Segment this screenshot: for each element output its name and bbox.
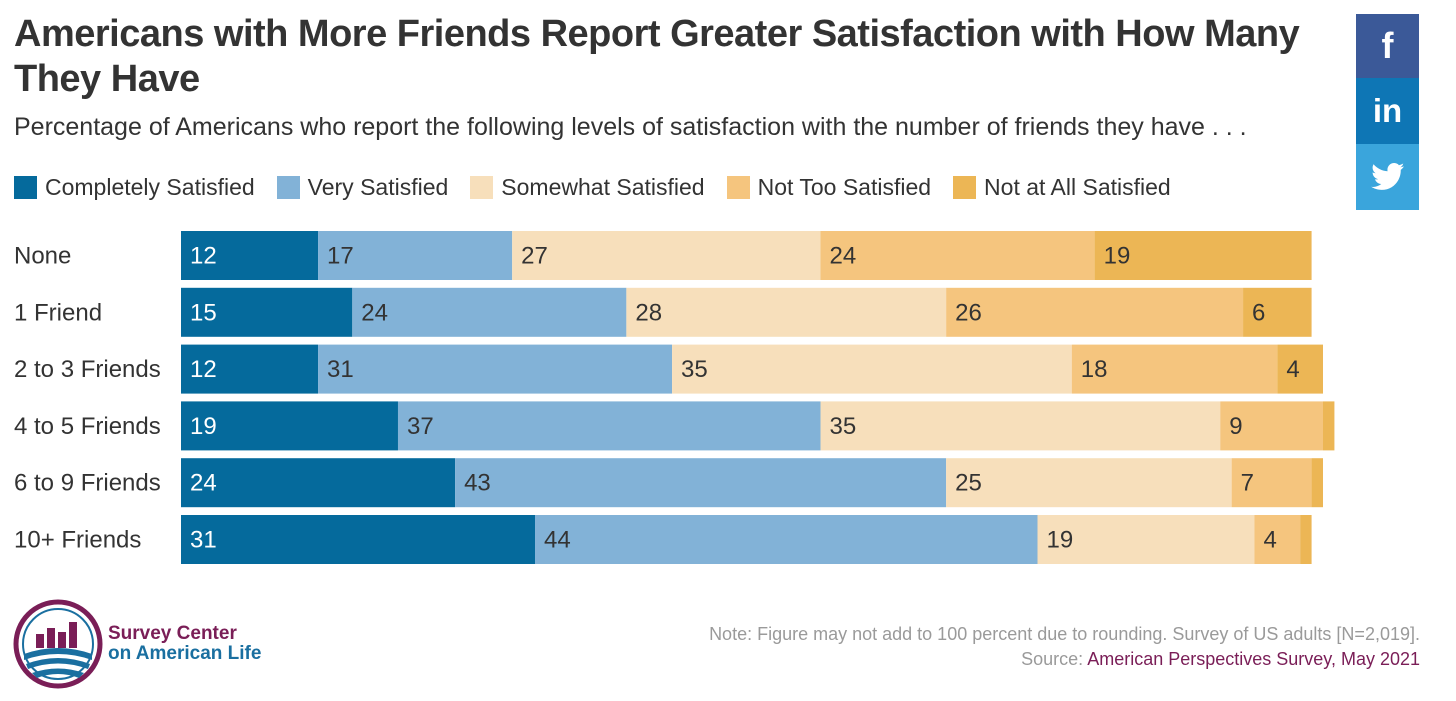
bar-segment	[318, 344, 673, 394]
data-label: 7	[1241, 470, 1254, 497]
bar-segment	[1071, 344, 1278, 394]
twitter-share-button[interactable]	[1356, 144, 1419, 210]
bar-segment	[1311, 458, 1323, 508]
category-label: 10+ Friends	[14, 527, 141, 554]
bar-segment	[181, 515, 536, 564]
data-label: 19	[1047, 527, 1074, 554]
data-label: 35	[681, 356, 708, 383]
bar-segment	[1220, 401, 1323, 451]
category-label: 1 Friend	[14, 299, 102, 326]
data-label: 4	[1286, 356, 1299, 383]
legend-swatch	[14, 176, 37, 199]
bar-segment	[512, 231, 821, 280]
legend-swatch	[726, 176, 750, 199]
bar-segment	[181, 287, 353, 337]
legend-swatch	[470, 176, 494, 199]
data-label: 35	[830, 413, 857, 440]
source-line: Source: American Perspectives Survey, Ma…	[709, 647, 1420, 672]
legend-item: Somewhat Satisfied	[470, 174, 705, 201]
facebook-icon: f	[1381, 25, 1394, 66]
data-label: 19	[1104, 243, 1131, 270]
bar-segment	[397, 401, 821, 451]
linkedin-share-button[interactable]: in	[1356, 78, 1419, 144]
data-label: 4	[1263, 527, 1276, 554]
legend-swatch	[276, 176, 300, 199]
data-label: 17	[327, 243, 354, 270]
category-label: 4 to 5 Friends	[14, 413, 161, 440]
survey-center-logo	[13, 599, 103, 689]
data-label: 24	[361, 299, 388, 326]
data-label: 31	[327, 356, 354, 383]
data-label: 25	[955, 470, 982, 497]
bar-segment	[455, 458, 947, 508]
legend-item: Not at All Satisfied	[953, 174, 1171, 201]
linkedin-icon: in	[1372, 92, 1403, 129]
bar-segment	[820, 401, 1221, 451]
source-prefix: Source:	[1021, 649, 1084, 669]
category-label: None	[14, 243, 71, 270]
data-label: 12	[190, 356, 217, 383]
bar-segment	[1231, 458, 1312, 508]
chart-subtitle: Percentage of Americans who report the f…	[14, 113, 1247, 141]
data-label: 19	[190, 413, 217, 440]
data-label: 12	[190, 243, 217, 270]
bar-segment	[1300, 515, 1312, 564]
org-name-line1: Survey Center	[108, 623, 237, 644]
bar-segment	[181, 401, 398, 451]
note-text: Note: Figure may not add to 100 percent …	[709, 624, 1420, 644]
category-label: 2 to 3 Friends	[14, 356, 161, 383]
data-label: 9	[1229, 413, 1242, 440]
org-name: Survey Center on American Life	[108, 624, 261, 664]
data-label: 37	[407, 413, 434, 440]
bar-segment	[672, 344, 1072, 394]
bar-segment	[946, 287, 1244, 337]
bar-segment	[1323, 401, 1335, 451]
social-share-bar: f in	[1356, 14, 1419, 210]
bar-segment	[1243, 287, 1312, 337]
bar-segment	[181, 344, 319, 394]
twitter-icon	[1370, 163, 1404, 190]
bar-segment	[1094, 231, 1312, 280]
data-label: 27	[521, 243, 548, 270]
data-label: 26	[955, 299, 982, 326]
legend-label: Not Too Satisfied	[757, 174, 932, 200]
bar-segment	[535, 515, 1038, 564]
legend-item: Completely Satisfied	[14, 174, 255, 201]
data-label: 24	[190, 470, 217, 497]
data-label: 6	[1252, 299, 1265, 326]
data-label: 15	[190, 299, 217, 326]
legend-item: Not Too Satisfied	[726, 174, 932, 201]
bar-segment	[352, 287, 627, 337]
legend-label: Very Satisfied	[307, 174, 449, 200]
bar-segment	[1037, 515, 1255, 564]
bar-segment	[318, 231, 513, 280]
category-label: 6 to 9 Friends	[14, 470, 161, 497]
data-label: 31	[190, 527, 217, 554]
data-label: 44	[544, 527, 571, 554]
bar-segment	[626, 287, 947, 337]
footnote: Note: Figure may not add to 100 percent …	[709, 622, 1420, 672]
stacked-bar-chart: None 12 17 27 24 19 1 Friend 15 24 28 26 6 2 to 3 Fr…	[14, 231, 1335, 564]
legend-label: Somewhat Satisfied	[501, 174, 705, 200]
data-label: 24	[830, 243, 857, 270]
bar-segment	[820, 231, 1095, 280]
data-label: 28	[635, 299, 662, 326]
legend-swatch	[953, 176, 977, 199]
facebook-share-button[interactable]: f	[1356, 14, 1419, 78]
legend-item: Very Satisfied	[276, 174, 449, 201]
legend: Completely Satisfied Very Satisfied Somewh…	[14, 174, 1193, 201]
chart-title: Americans with More Friends Report Great…	[14, 13, 1300, 100]
bar-segment	[946, 458, 1232, 508]
source-link[interactable]: American Perspectives Survey, May 2021	[1087, 649, 1420, 669]
org-name-line2: on American Life	[108, 643, 262, 664]
data-label: 43	[464, 470, 491, 497]
bar-segment	[181, 231, 319, 280]
legend-label: Not at All Satisfied	[984, 174, 1171, 200]
bar-segment	[1277, 344, 1323, 394]
legend-label: Completely Satisfied	[45, 174, 255, 200]
data-label: 18	[1081, 356, 1108, 383]
bar-segment	[181, 458, 456, 508]
bar-segment	[1254, 515, 1301, 564]
